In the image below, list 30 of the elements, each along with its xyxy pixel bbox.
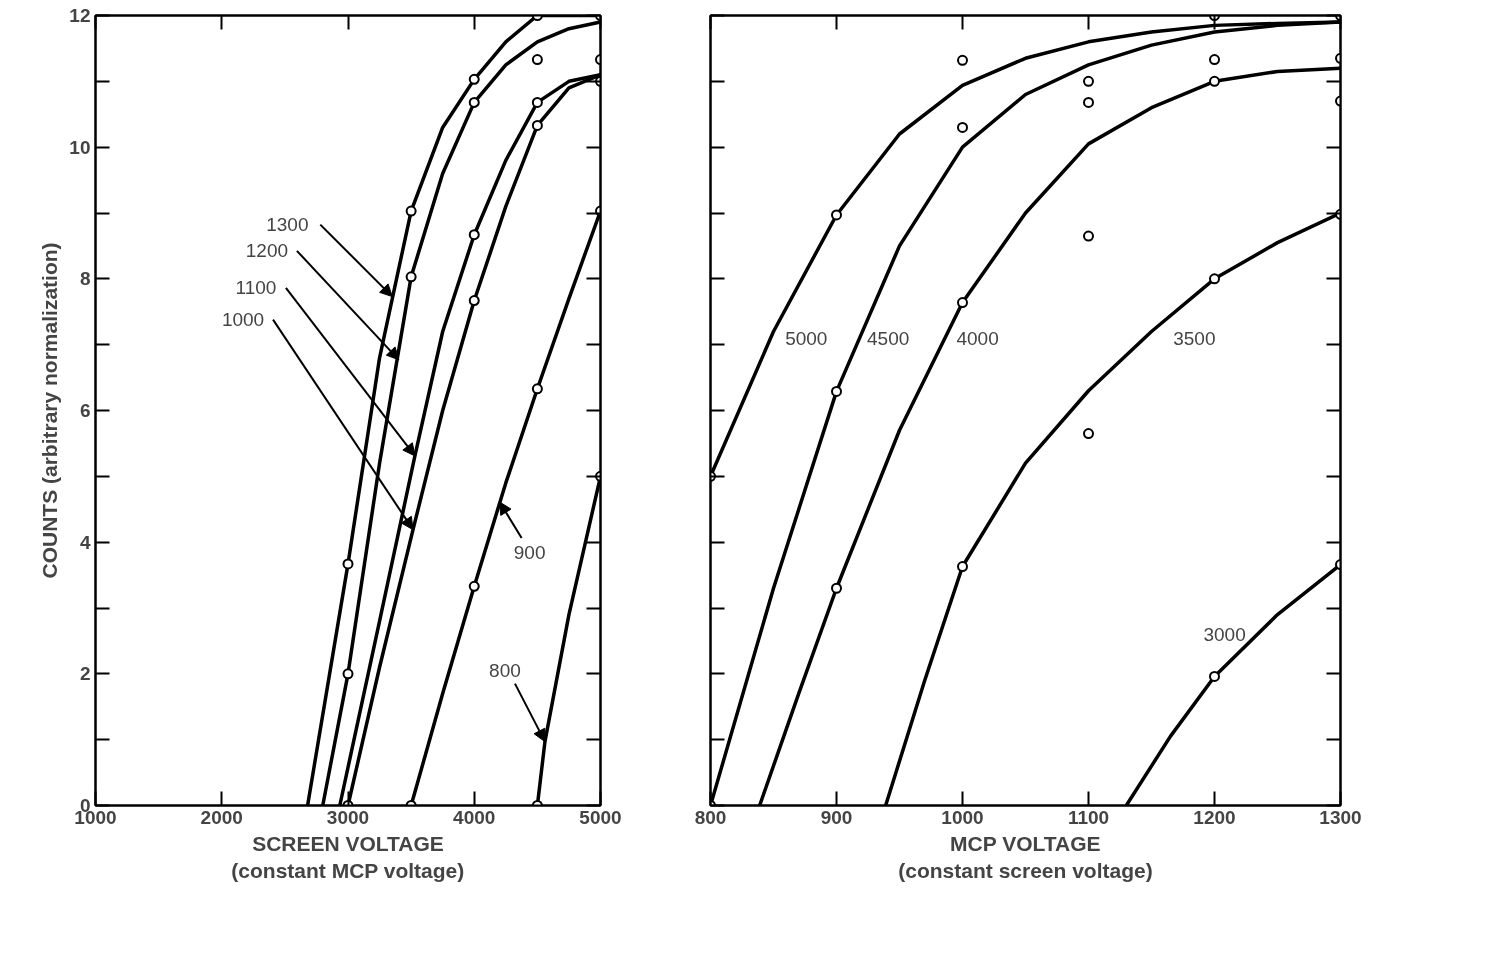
y-axis-title: COUNTS (arbitrary normalization) [38,242,62,579]
annotation: 5000 [785,327,828,349]
annotation: 1000 [221,309,265,331]
x-tick-label: 4000 [453,806,496,828]
y-tick-label: 4 [79,531,91,553]
x-tick-label: 3000 [326,806,370,828]
y-tick-label: 6 [79,400,91,421]
x-tick-label: 2000 [200,806,243,828]
x-tick-label: 900 [820,806,853,828]
annotation: 1300 [266,214,309,236]
annotation: 1200 [245,240,289,262]
x-axis-title: SCREEN VOLTAGE (constant MCP voltage) [231,831,465,883]
y-tick-label: 2 [79,663,91,685]
annotation: 3000 [1203,623,1246,645]
annotation: 3500 [1173,327,1216,349]
annotation: 4500 [867,327,910,349]
x-axis-title: MCP VOLTAGE (constant screen voltage) [898,831,1153,883]
y-tick-label: 8 [79,268,91,290]
annotation: 4000 [956,327,999,349]
y-tick-label: 12 [69,5,91,26]
x-tick-label: 1000 [941,806,984,828]
annotation: 800 [489,660,521,682]
x-tick-label: 1100 [1067,806,1110,828]
x-tick-label: 1300 [1319,806,1362,828]
annotation: 1100 [235,277,277,299]
x-tick-label: 1200 [1193,806,1236,828]
x-tick-label: 800 [694,806,727,828]
y-tick-label: 10 [69,136,91,158]
annotation: 900 [513,541,546,563]
x-tick-label: 5000 [579,806,622,828]
